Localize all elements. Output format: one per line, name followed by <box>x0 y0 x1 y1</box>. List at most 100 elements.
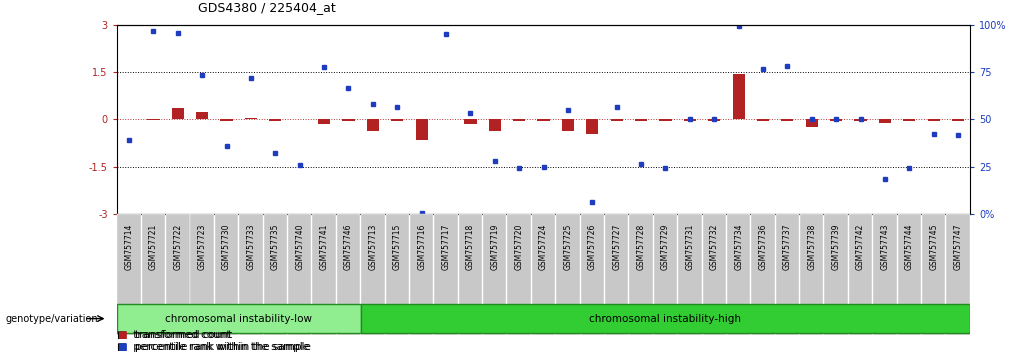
FancyBboxPatch shape <box>117 304 361 333</box>
Text: ■  transformed count: ■ transformed count <box>117 330 231 340</box>
Text: GSM757728: GSM757728 <box>637 224 645 270</box>
Text: genotype/variation: genotype/variation <box>5 314 98 324</box>
FancyBboxPatch shape <box>214 214 239 335</box>
Text: chromosomal instability-high: chromosomal instability-high <box>589 314 742 324</box>
Text: GSM757731: GSM757731 <box>686 224 694 270</box>
Text: GSM757715: GSM757715 <box>393 224 401 270</box>
Bar <box>928 119 940 121</box>
Text: GSM757717: GSM757717 <box>442 224 450 270</box>
Bar <box>854 119 867 121</box>
FancyBboxPatch shape <box>653 214 678 335</box>
FancyBboxPatch shape <box>141 214 166 335</box>
Text: GSM757729: GSM757729 <box>661 224 670 270</box>
Text: transformed count: transformed count <box>135 330 233 340</box>
FancyBboxPatch shape <box>507 214 531 335</box>
Bar <box>513 119 525 121</box>
Bar <box>196 112 208 119</box>
FancyBboxPatch shape <box>556 214 580 335</box>
Bar <box>757 119 769 121</box>
Text: GSM757714: GSM757714 <box>125 224 133 270</box>
FancyBboxPatch shape <box>678 214 702 335</box>
Text: GSM757721: GSM757721 <box>149 224 157 270</box>
FancyBboxPatch shape <box>288 214 312 335</box>
Text: GDS4380 / 225404_at: GDS4380 / 225404_at <box>198 1 336 14</box>
FancyBboxPatch shape <box>117 214 141 335</box>
FancyBboxPatch shape <box>166 214 190 335</box>
Bar <box>733 74 745 119</box>
Text: GSM757734: GSM757734 <box>735 224 743 270</box>
FancyBboxPatch shape <box>409 214 434 335</box>
FancyBboxPatch shape <box>848 214 873 335</box>
FancyBboxPatch shape <box>580 214 605 335</box>
Text: GSM757727: GSM757727 <box>613 224 621 270</box>
Text: GSM757745: GSM757745 <box>930 224 938 270</box>
Text: GSM757733: GSM757733 <box>247 224 255 270</box>
Bar <box>611 119 623 121</box>
FancyBboxPatch shape <box>458 214 483 335</box>
FancyBboxPatch shape <box>385 214 409 335</box>
FancyBboxPatch shape <box>605 214 629 335</box>
Text: chromosomal instability-low: chromosomal instability-low <box>166 314 312 324</box>
Text: GSM757719: GSM757719 <box>491 224 499 270</box>
FancyBboxPatch shape <box>946 214 970 335</box>
Text: GSM757718: GSM757718 <box>466 224 474 270</box>
FancyBboxPatch shape <box>190 214 214 335</box>
Bar <box>269 119 281 121</box>
Text: GSM757741: GSM757741 <box>320 224 328 270</box>
Bar <box>903 119 915 121</box>
FancyBboxPatch shape <box>775 214 800 335</box>
Text: GSM757720: GSM757720 <box>515 224 523 270</box>
FancyBboxPatch shape <box>726 214 751 335</box>
Text: GSM757722: GSM757722 <box>174 224 182 270</box>
Text: GSM757738: GSM757738 <box>808 224 816 270</box>
Text: GSM757725: GSM757725 <box>564 224 572 270</box>
Bar <box>635 119 647 121</box>
FancyBboxPatch shape <box>483 214 507 335</box>
Text: GSM757730: GSM757730 <box>223 224 231 270</box>
Bar <box>952 119 964 121</box>
FancyBboxPatch shape <box>434 214 458 335</box>
FancyBboxPatch shape <box>824 214 848 335</box>
FancyBboxPatch shape <box>361 304 970 333</box>
Text: GSM757724: GSM757724 <box>539 224 548 270</box>
FancyBboxPatch shape <box>873 214 897 335</box>
Text: GSM757746: GSM757746 <box>344 224 353 270</box>
FancyBboxPatch shape <box>336 214 361 335</box>
Bar <box>464 119 477 124</box>
Text: GSM757739: GSM757739 <box>832 224 840 270</box>
Bar <box>830 119 842 121</box>
Bar <box>489 119 501 131</box>
FancyBboxPatch shape <box>531 214 556 335</box>
Text: ■  percentile rank within the sample: ■ percentile rank within the sample <box>117 342 309 352</box>
Bar <box>562 119 574 131</box>
Text: ■: ■ <box>117 342 127 352</box>
Text: ■: ■ <box>117 330 127 340</box>
Bar <box>708 119 720 121</box>
Bar <box>147 119 160 120</box>
FancyBboxPatch shape <box>751 214 775 335</box>
FancyBboxPatch shape <box>897 214 922 335</box>
Bar <box>391 119 403 121</box>
Bar <box>172 108 184 119</box>
Bar <box>781 119 793 121</box>
FancyBboxPatch shape <box>239 214 263 335</box>
Text: GSM757726: GSM757726 <box>588 224 596 270</box>
Text: GSM757744: GSM757744 <box>905 224 913 270</box>
Text: percentile rank within the sample: percentile rank within the sample <box>135 342 311 352</box>
Text: GSM757747: GSM757747 <box>954 224 962 270</box>
Text: GSM757736: GSM757736 <box>759 224 767 270</box>
Bar <box>684 119 696 121</box>
FancyBboxPatch shape <box>702 214 726 335</box>
Text: GSM757742: GSM757742 <box>856 224 865 270</box>
Bar <box>806 119 818 127</box>
Bar <box>220 119 233 121</box>
Bar <box>659 119 672 121</box>
Bar <box>318 119 330 124</box>
Text: GSM757735: GSM757735 <box>271 224 279 270</box>
Text: GSM757732: GSM757732 <box>710 224 718 270</box>
Bar <box>879 119 891 122</box>
Bar <box>342 119 355 121</box>
FancyBboxPatch shape <box>263 214 288 335</box>
Text: GSM757743: GSM757743 <box>881 224 889 270</box>
Text: GSM757723: GSM757723 <box>198 224 206 270</box>
